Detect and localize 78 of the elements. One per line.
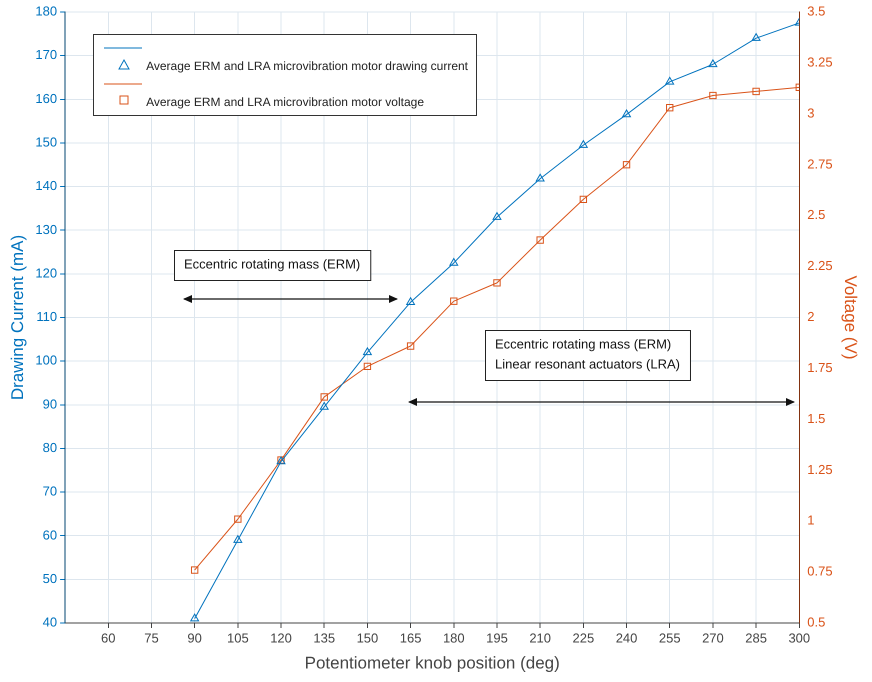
y2-tick-label: 1.25 [807,462,833,477]
y2-tick-label: 0.75 [807,564,833,579]
y2-tick-label: 1.75 [807,360,833,375]
y-tick-label: 80 [42,440,58,456]
point [320,402,329,410]
point [752,33,761,41]
y-tick-label: 120 [35,265,58,280]
point [364,362,372,370]
x-tick-label: 165 [400,630,422,646]
legend-label: Average ERM and LRA microvibration motor drawing current [146,59,468,73]
y-tick-label: 100 [35,352,58,368]
point [406,297,415,305]
point [709,92,717,100]
point [580,196,588,204]
point [752,88,760,96]
x-tick-label: 60 [101,630,116,646]
annotation: Eccentric rotating mass (ERM) [184,256,360,272]
y2-tick-label: 2.5 [807,207,826,222]
point [665,76,674,85]
point [363,347,372,356]
x-tick-label: 255 [658,630,681,646]
point [622,161,630,168]
y-tick-label: 110 [36,309,58,324]
y2-tick-label: 1 [807,512,815,528]
y-tick-label: 40 [42,614,58,630]
y-axis-title: Drawing Current (mA) [8,234,27,400]
legend-label: Average ERM and LRA microvibration motor voltage [146,95,425,109]
point [622,110,631,118]
x-tick-label: 300 [788,630,810,646]
y2-tick-label: 3 [807,105,815,120]
point [320,393,328,401]
point [406,342,414,350]
x-tick-label: 120 [270,630,292,646]
x-tick-label: 150 [356,630,378,646]
point [536,236,544,244]
y-tick-label: 70 [42,484,58,499]
y2-tick-label: 1.5 [807,410,826,426]
x-tick-label: 135 [313,630,336,646]
point [450,298,458,305]
y-tick-label: 140 [35,178,58,194]
y-tick-label: 150 [35,134,58,150]
y2-tick-label: 0.5 [807,614,826,630]
point [449,258,458,266]
x-tick-label: 180 [442,630,465,646]
x-tick-label: 195 [486,630,508,646]
y-tick-label: 170 [35,47,58,62]
x-tick-label: 75 [144,630,159,646]
point [234,515,242,523]
x-tick-label: 240 [616,630,638,646]
y-tick-label: 90 [42,396,58,412]
x-axis-title: Potentiometer knob position (deg) [304,653,560,672]
point [190,566,198,574]
point [233,535,242,543]
y-tick-label: 180 [35,4,58,19]
point [190,614,200,622]
point [666,104,674,112]
annotation: Eccentric rotating mass (ERM) Linear resonant actuators (LRA) [495,336,680,372]
y2-tick-label: 2.25 [807,258,833,274]
y-tick-label: 160 [35,90,58,106]
y2-tick-label: 2 [807,309,815,324]
y2-tick-label: 3.5 [807,4,826,19]
y2-axis-title: Voltage (V) [841,275,860,360]
point [578,140,588,148]
y-tick-label: 50 [42,570,58,586]
x-tick-label: 210 [529,630,552,646]
y-tick-label: 60 [42,527,58,542]
x-tick-label: 225 [572,630,594,646]
y2-tick-label: 2.75 [807,156,833,172]
x-tick-label: 90 [187,630,202,646]
point [708,59,718,68]
x-tick-label: 105 [226,630,249,646]
y2-tick-label: 3.25 [807,54,833,70]
point [493,279,501,287]
y-tick-label: 130 [35,222,58,237]
point [536,174,545,182]
x-tick-label: 270 [702,630,724,646]
x-tick-label: 285 [745,630,767,646]
point [492,212,502,220]
